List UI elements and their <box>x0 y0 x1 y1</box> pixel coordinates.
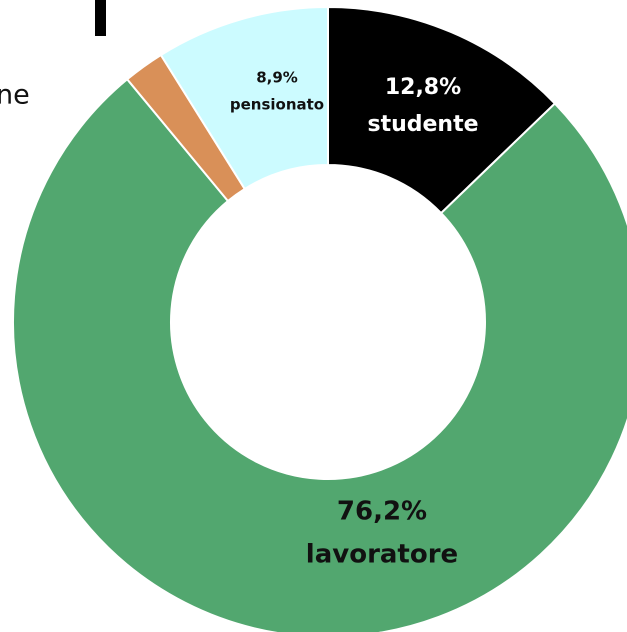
slice-category-label: studente <box>367 112 478 137</box>
cropped-title-glyph <box>95 0 106 36</box>
donut-slice <box>159 5 329 191</box>
slice-value-label: 12,8% <box>385 75 461 100</box>
donut-slice <box>12 77 627 632</box>
slice-category-label: pensionato <box>230 96 324 114</box>
slice-value-label: 76,2% <box>337 497 427 527</box>
slice-value-label: 8,9% <box>256 69 298 87</box>
cropped-text: ne <box>0 80 30 111</box>
slice-category-label: lavoratore <box>306 540 458 570</box>
donut-slice <box>327 5 557 215</box>
